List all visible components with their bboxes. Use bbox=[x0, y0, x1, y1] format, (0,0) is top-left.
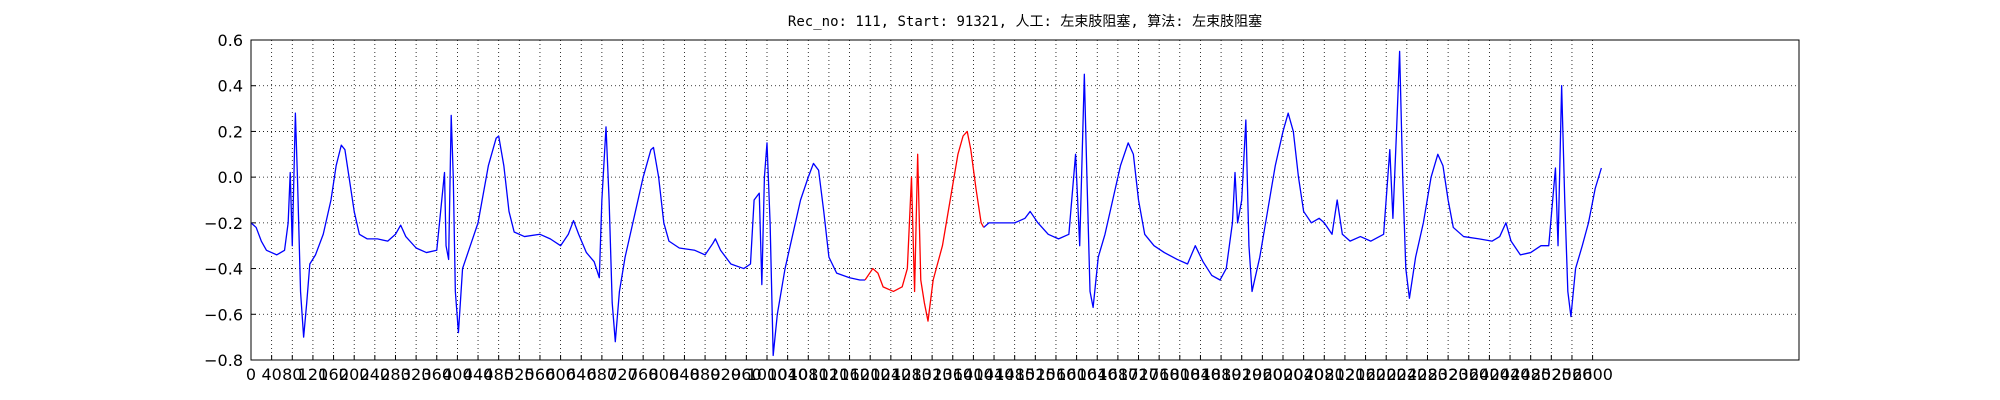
x-tick-label: 1400 bbox=[953, 365, 994, 384]
x-tick-label: 1880 bbox=[1201, 365, 1242, 384]
x-tick-label: 1480 bbox=[994, 365, 1035, 384]
x-tick-label: 1720 bbox=[1118, 365, 1159, 384]
ecg-line bbox=[250, 112, 866, 357]
x-tick-label: 2440 bbox=[1490, 365, 1531, 384]
x-tick-label: 1040 bbox=[767, 365, 808, 384]
x-tick-label: 1320 bbox=[912, 365, 953, 384]
x-tick-label: 1640 bbox=[1077, 365, 1118, 384]
x-tick-label: 920 bbox=[710, 365, 741, 384]
x-tick-label: 1560 bbox=[1036, 365, 1077, 384]
x-tick-label: 2200 bbox=[1366, 365, 1407, 384]
x-tick-label: 1120 bbox=[809, 365, 850, 384]
x-tick-label: 160 bbox=[318, 365, 349, 384]
ecg-line bbox=[864, 130, 985, 322]
x-tick-label: 1280 bbox=[891, 365, 932, 384]
x-tick-label: 560 bbox=[525, 365, 556, 384]
x-tick-label: 840 bbox=[669, 365, 700, 384]
x-tick-label: 320 bbox=[401, 365, 432, 384]
x-tick-label: 1680 bbox=[1098, 365, 1139, 384]
x-tick-label: 960 bbox=[731, 365, 762, 384]
x-tick-label: 2360 bbox=[1448, 365, 1489, 384]
y-tick-label: 0.4 bbox=[218, 77, 243, 96]
x-tick-label: 1760 bbox=[1139, 365, 1180, 384]
x-tick-label: 120 bbox=[298, 365, 329, 384]
x-tick-label: 2560 bbox=[1552, 365, 1593, 384]
x-tick-label: 1960 bbox=[1242, 365, 1283, 384]
y-tick-label: −0.2 bbox=[204, 214, 243, 233]
x-tick-label: 2400 bbox=[1469, 365, 1510, 384]
x-tick-label: 1840 bbox=[1180, 365, 1221, 384]
x-tick-label: 1520 bbox=[1015, 365, 1056, 384]
x-tick-label: 280 bbox=[380, 365, 411, 384]
x-tick-label: 240 bbox=[360, 365, 391, 384]
x-tick-label: 600 bbox=[545, 365, 576, 384]
x-tick-label: 1360 bbox=[932, 365, 973, 384]
x-tick-label: 1600 bbox=[1056, 365, 1097, 384]
y-tick-label: −0.6 bbox=[204, 305, 243, 324]
x-tick-label: 80 bbox=[282, 365, 302, 384]
plot-frame bbox=[250, 39, 1800, 361]
chart-title: Rec_no: 111, Start: 91321, 人工: 左束肢阻塞, 算法… bbox=[788, 13, 1262, 30]
x-tick-label: 40 bbox=[261, 365, 281, 384]
x-tick-label: 1160 bbox=[829, 365, 870, 384]
x-tick-label: 1440 bbox=[974, 365, 1015, 384]
y-tick-label: 0.2 bbox=[218, 122, 243, 141]
x-tick-label: 760 bbox=[628, 365, 659, 384]
x-tick-label: 2240 bbox=[1386, 365, 1427, 384]
ecg-line bbox=[983, 50, 1602, 318]
x-tick-label: 480 bbox=[483, 365, 514, 384]
x-tick-label: 2600 bbox=[1572, 365, 1613, 384]
x-tick-label: 680 bbox=[587, 365, 618, 384]
y-tick-label: −0.8 bbox=[204, 351, 243, 370]
x-tick-label: 800 bbox=[649, 365, 680, 384]
x-tick-label: 1080 bbox=[788, 365, 829, 384]
x-tick-label: 1200 bbox=[850, 365, 891, 384]
x-tick-label: 440 bbox=[463, 365, 494, 384]
x-tick-label: 2160 bbox=[1345, 365, 1386, 384]
x-tick-label: 2320 bbox=[1428, 365, 1469, 384]
x-tick-label: 0 bbox=[246, 365, 256, 384]
x-tick-label: 1240 bbox=[870, 365, 911, 384]
x-tick-label: 200 bbox=[339, 365, 370, 384]
x-tick-label: 1000 bbox=[747, 365, 788, 384]
x-tick-label: 360 bbox=[421, 365, 452, 384]
x-tick-label: 880 bbox=[690, 365, 721, 384]
y-tick-label: −0.4 bbox=[204, 260, 243, 279]
x-tick-label: 2040 bbox=[1283, 365, 1324, 384]
x-tick-label: 2280 bbox=[1407, 365, 1448, 384]
x-tick-label: 2480 bbox=[1510, 365, 1551, 384]
x-tick-label: 1800 bbox=[1159, 365, 1200, 384]
x-tick-label: 2000 bbox=[1263, 365, 1304, 384]
x-tick-label: 2520 bbox=[1531, 365, 1572, 384]
x-tick-label: 720 bbox=[607, 365, 638, 384]
y-tick-label: 0.6 bbox=[218, 31, 243, 50]
x-tick-label: 400 bbox=[442, 365, 473, 384]
x-tick-label: 520 bbox=[504, 365, 535, 384]
x-tick-label: 2080 bbox=[1304, 365, 1345, 384]
x-tick-label: 640 bbox=[566, 365, 597, 384]
x-tick-label: 2120 bbox=[1325, 365, 1366, 384]
x-tick-label: 1920 bbox=[1221, 365, 1262, 384]
y-tick-label: 0.0 bbox=[218, 168, 243, 187]
